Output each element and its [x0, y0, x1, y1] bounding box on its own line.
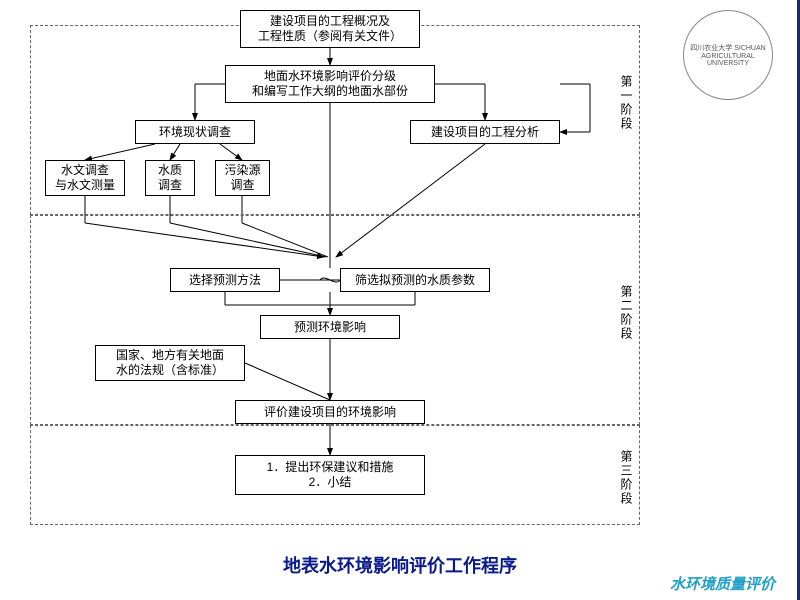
flow-node: 评价建设项目的环境影响: [235, 400, 425, 424]
footer-text: 水环境质量评价: [670, 573, 775, 594]
flow-node: 建设项目的工程概况及工程性质（参阅有关文件）: [240, 10, 420, 48]
phase-label: 第三阶段: [618, 450, 635, 506]
flow-node: 水文调查与水文测量: [45, 160, 125, 196]
flow-node: 预测环境影响: [260, 315, 400, 339]
phase-label: 第二阶段: [618, 285, 635, 341]
flow-node: 污染源调查: [215, 160, 270, 196]
logo-text: 四川农业大学 SICHUAN AGRICULTURAL UNIVERSITY: [684, 43, 772, 67]
flow-node: 国家、地方有关地面水的法规（含标准）: [95, 345, 245, 381]
university-logo: 四川农业大学 SICHUAN AGRICULTURAL UNIVERSITY: [683, 10, 773, 100]
phase-label: 第一阶段: [618, 75, 635, 131]
flowchart: 第一阶段第二阶段第三阶段 建设项目的工程概况及工程性质（参阅有关文件） 地面水环境影…: [20, 5, 650, 545]
slide: 四川农业大学 SICHUAN AGRICULTURAL UNIVERSITY 第…: [0, 0, 800, 600]
flow-node: 环境现状调查: [135, 120, 255, 144]
flow-node: 1．提出环保建议和措施2．小结: [235, 455, 425, 495]
flow-node: 建设项目的工程分析: [410, 120, 560, 144]
flow-node: 选择预测方法: [170, 268, 280, 292]
flow-node: 筛选拟预测的水质参数: [340, 268, 490, 292]
flow-node: 水质调查: [145, 160, 195, 196]
flow-node: 地面水环境影响评价分级和编写工作大纲的地面水部份: [225, 65, 435, 103]
